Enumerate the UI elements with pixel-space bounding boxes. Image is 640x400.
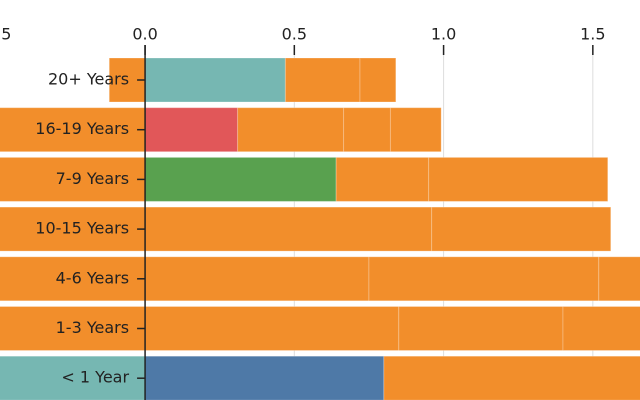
bar-segment: [389, 107, 442, 153]
bar-segment: [431, 206, 612, 252]
x-tick-label: 0.0: [132, 25, 157, 44]
bar-segment: [335, 156, 430, 202]
y-tick-label: 7-9 Years: [56, 169, 129, 188]
x-tick-label: -0.5: [0, 25, 11, 44]
bars: [0, 57, 640, 400]
bar-segment: [428, 156, 609, 202]
bar-segment: [0, 206, 146, 252]
y-tick-label: 16-19 Years: [35, 119, 129, 138]
bar-segment: [144, 256, 370, 302]
bar-segment: [383, 355, 640, 400]
bar-segment: [144, 57, 286, 103]
bar-segment: [284, 57, 361, 103]
y-tick-label: < 1 Year: [61, 368, 129, 387]
bar-segment: [144, 107, 239, 153]
bar-segment: [0, 306, 146, 351]
bar-segment: [144, 156, 337, 202]
bar-segment: [144, 306, 400, 351]
x-tick-label: 1.0: [431, 25, 456, 44]
x-tick-label: 1.5: [580, 25, 605, 44]
bar-segment: [368, 256, 600, 302]
y-tick-label: 1-3 Years: [56, 318, 129, 337]
bar-segment: [398, 306, 564, 351]
bar-segment: [562, 306, 640, 351]
bar-segment: [0, 256, 146, 302]
axes: -0.5 0.0 0.5 1.0 1.5 20+ Years 16-19 Years 7-9 …: [0, 25, 606, 400]
bar-segment: [144, 206, 433, 252]
bar-segment: [598, 256, 640, 302]
y-tick-label: 4-6 Years: [56, 268, 129, 287]
y-tick-label: 20+ Years: [48, 70, 129, 89]
bar-segment: [359, 57, 397, 103]
bar-segment: [237, 107, 345, 153]
x-tick-label: 0.5: [282, 25, 307, 44]
y-tick-label: 10-15 Years: [35, 219, 129, 238]
bar-segment: [144, 355, 385, 400]
bar-segment: [343, 107, 391, 153]
